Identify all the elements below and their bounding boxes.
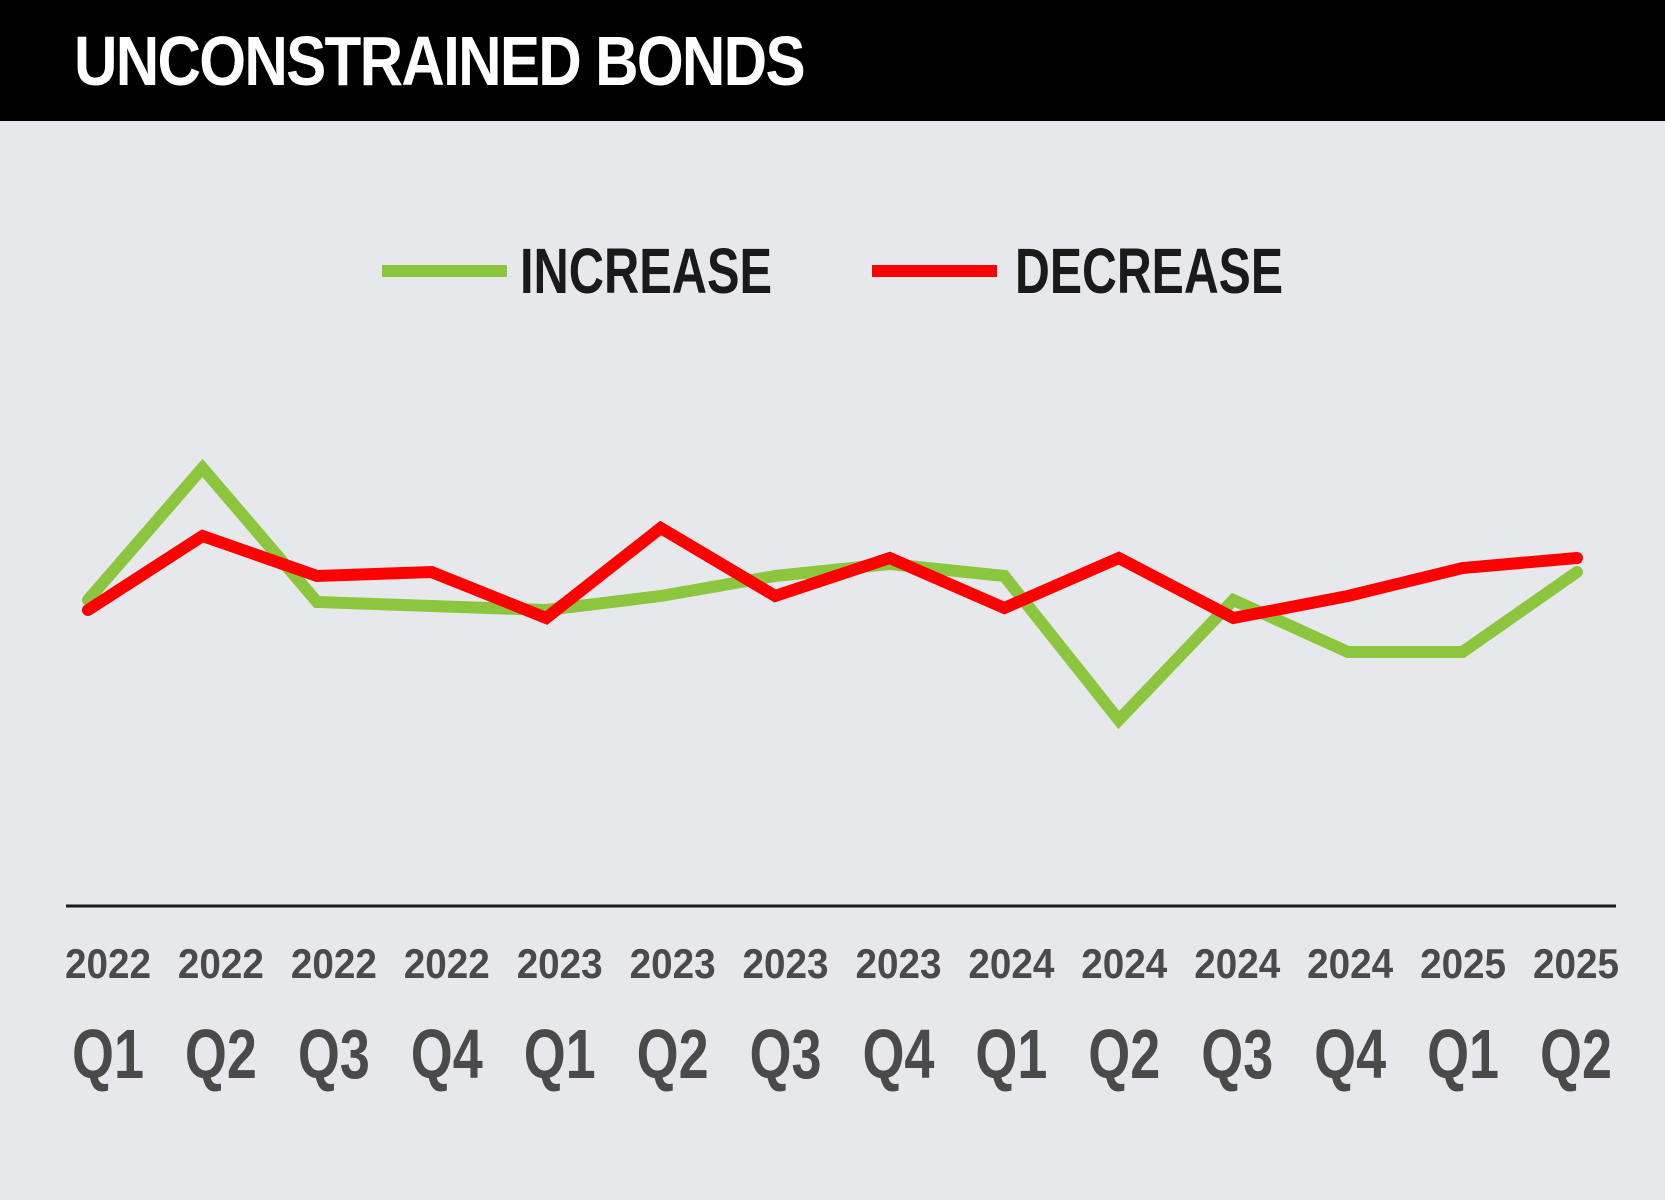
x-tick-quarter: Q3 <box>750 1015 822 1093</box>
series-line-increase <box>82 458 1583 730</box>
x-tick-year: 2023 <box>743 940 829 987</box>
legend-label-increase: INCREASE <box>520 235 772 307</box>
x-tick-quarter: Q1 <box>72 1015 144 1093</box>
legend-label-decrease: DECREASE <box>1015 235 1283 307</box>
x-tick-year: 2024 <box>968 940 1055 987</box>
x-tick-quarter: Q3 <box>298 1015 370 1093</box>
x-tick-year: 2022 <box>291 940 377 987</box>
series-line-decrease <box>82 520 1583 625</box>
x-tick-year: 2025 <box>1420 940 1506 987</box>
x-tick-year: 2023 <box>855 940 941 987</box>
x-tick-quarter: Q4 <box>862 1015 934 1093</box>
legend: INCREASE DECREASE <box>382 235 1283 307</box>
x-tick-year: 2024 <box>1307 940 1394 987</box>
x-tick-quarter: Q2 <box>637 1015 709 1093</box>
x-tick-quarter: Q1 <box>1427 1015 1499 1093</box>
x-tick-quarter: Q4 <box>411 1015 483 1093</box>
x-tick-year: 2025 <box>1533 940 1619 987</box>
x-tick-quarter: Q1 <box>975 1015 1047 1093</box>
plot-area <box>82 458 1583 730</box>
x-tick-year: 2024 <box>1081 940 1168 987</box>
x-axis-ticks: 2022 Q1 2022 Q2 2022 Q3 2022 Q4 2023 Q1 2023 Q2 2023… <box>65 940 1619 1093</box>
x-tick-year: 2024 <box>1194 940 1281 987</box>
x-tick-year: 2023 <box>517 940 603 987</box>
x-tick-quarter: Q3 <box>1201 1015 1273 1093</box>
x-tick-quarter: Q1 <box>524 1015 596 1093</box>
x-tick-year: 2022 <box>65 940 151 987</box>
x-tick-year: 2022 <box>404 940 490 987</box>
chart-title: UNCONSTRAINED BONDS <box>74 22 806 100</box>
x-tick-quarter: Q4 <box>1314 1015 1386 1093</box>
x-tick-quarter: Q2 <box>1088 1015 1160 1093</box>
x-tick-year: 2022 <box>178 940 264 987</box>
x-tick-quarter: Q2 <box>1540 1015 1612 1093</box>
x-tick-year: 2023 <box>630 940 716 987</box>
x-tick-quarter: Q2 <box>185 1015 257 1093</box>
title-bar: UNCONSTRAINED BONDS <box>0 0 1665 121</box>
